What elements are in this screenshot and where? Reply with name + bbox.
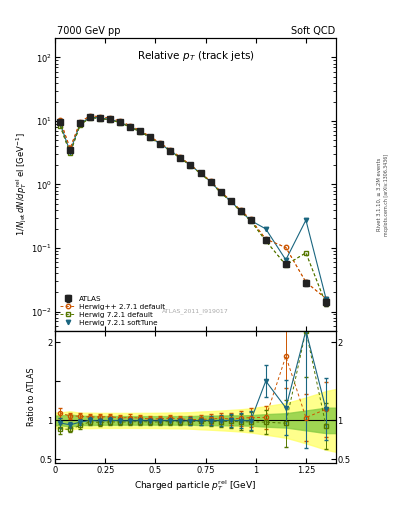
- Herwig 7.2.1 softTune: [178, 155, 183, 161]
- Herwig++ 2.7.1 default: [208, 178, 213, 184]
- Herwig 7.2.1 softTune: [188, 162, 193, 168]
- Legend: ATLAS, Herwig++ 2.7.1 default, Herwig 7.2.1 default, Herwig 7.2.1 softTune: ATLAS, Herwig++ 2.7.1 default, Herwig 7.…: [59, 294, 166, 327]
- Herwig 7.2.1 default: [148, 135, 153, 141]
- Herwig 7.2.1 default: [138, 129, 143, 135]
- Herwig 7.2.1 default: [198, 170, 203, 177]
- Herwig 7.2.1 softTune: [238, 208, 243, 214]
- Text: 7000 GeV pp: 7000 GeV pp: [57, 26, 121, 36]
- Herwig 7.2.1 softTune: [228, 198, 233, 204]
- Herwig 7.2.1 softTune: [108, 116, 112, 122]
- Herwig 7.2.1 default: [88, 115, 92, 121]
- Herwig 7.2.1 default: [218, 189, 223, 196]
- Line: Herwig 7.2.1 softTune: Herwig 7.2.1 softTune: [58, 115, 328, 301]
- Herwig++ 2.7.1 default: [188, 162, 193, 168]
- Herwig 7.2.1 softTune: [118, 119, 123, 125]
- Herwig++ 2.7.1 default: [128, 123, 133, 129]
- Herwig 7.2.1 default: [248, 218, 253, 224]
- Text: Relative $p_T$ (track jets): Relative $p_T$ (track jets): [137, 49, 254, 62]
- Herwig++ 2.7.1 default: [178, 154, 183, 160]
- Herwig 7.2.1 softTune: [323, 295, 328, 302]
- Herwig 7.2.1 default: [118, 120, 123, 126]
- Herwig 7.2.1 default: [283, 262, 288, 268]
- Herwig 7.2.1 softTune: [88, 114, 92, 120]
- Herwig 7.2.1 softTune: [98, 115, 103, 121]
- Herwig++ 2.7.1 default: [263, 236, 268, 242]
- Herwig 7.2.1 default: [98, 116, 103, 122]
- Herwig 7.2.1 default: [228, 198, 233, 204]
- Herwig++ 2.7.1 default: [218, 188, 223, 195]
- Herwig 7.2.1 softTune: [168, 147, 173, 154]
- Herwig++ 2.7.1 default: [158, 140, 163, 146]
- Herwig++ 2.7.1 default: [238, 207, 243, 214]
- Herwig++ 2.7.1 default: [138, 127, 143, 134]
- Text: Rivet 3.1.10, ≥ 3.2M events: Rivet 3.1.10, ≥ 3.2M events: [376, 158, 381, 231]
- Herwig++ 2.7.1 default: [118, 118, 123, 124]
- Herwig 7.2.1 default: [303, 250, 308, 256]
- Line: Herwig++ 2.7.1 default: Herwig++ 2.7.1 default: [58, 114, 328, 301]
- Herwig 7.2.1 softTune: [138, 129, 143, 135]
- Herwig 7.2.1 default: [158, 141, 163, 147]
- Herwig++ 2.7.1 default: [68, 145, 72, 152]
- Herwig 7.2.1 default: [263, 238, 268, 244]
- Herwig++ 2.7.1 default: [303, 279, 308, 285]
- Herwig 7.2.1 default: [128, 124, 133, 131]
- Herwig 7.2.1 softTune: [303, 217, 308, 223]
- Herwig++ 2.7.1 default: [198, 169, 203, 176]
- Text: ATLAS_2011_I919017: ATLAS_2011_I919017: [162, 309, 229, 314]
- Herwig 7.2.1 default: [108, 117, 112, 123]
- Herwig 7.2.1 softTune: [78, 121, 83, 127]
- Herwig 7.2.1 default: [188, 163, 193, 169]
- Herwig 7.2.1 softTune: [158, 141, 163, 147]
- Herwig++ 2.7.1 default: [98, 114, 103, 120]
- Herwig 7.2.1 softTune: [68, 148, 72, 155]
- Herwig++ 2.7.1 default: [283, 244, 288, 250]
- Y-axis label: $1/N_\mathrm{jet}\,dN/dp_T^\mathrm{rel}$ el [GeV$^{-1}$]: $1/N_\mathrm{jet}\,dN/dp_T^\mathrm{rel}$…: [14, 133, 29, 237]
- Herwig 7.2.1 default: [68, 150, 72, 156]
- Herwig 7.2.1 softTune: [198, 170, 203, 176]
- Herwig 7.2.1 softTune: [248, 218, 253, 224]
- Herwig 7.2.1 default: [323, 301, 328, 307]
- Herwig 7.2.1 softTune: [128, 124, 133, 130]
- Herwig 7.2.1 default: [208, 179, 213, 185]
- Herwig++ 2.7.1 default: [58, 117, 62, 123]
- Herwig 7.2.1 default: [168, 148, 173, 154]
- Herwig 7.2.1 default: [78, 122, 83, 128]
- Herwig++ 2.7.1 default: [228, 198, 233, 204]
- Herwig 7.2.1 softTune: [263, 226, 268, 232]
- Herwig 7.2.1 default: [178, 155, 183, 161]
- Herwig++ 2.7.1 default: [248, 217, 253, 223]
- Herwig++ 2.7.1 default: [323, 295, 328, 302]
- Herwig++ 2.7.1 default: [148, 134, 153, 140]
- Line: Herwig 7.2.1 default: Herwig 7.2.1 default: [58, 115, 328, 307]
- Text: Soft QCD: Soft QCD: [290, 26, 335, 36]
- Text: mcplots.cern.ch [arXiv:1306.3436]: mcplots.cern.ch [arXiv:1306.3436]: [384, 154, 389, 236]
- Herwig 7.2.1 softTune: [283, 257, 288, 263]
- Herwig 7.2.1 default: [58, 122, 62, 129]
- Herwig++ 2.7.1 default: [88, 113, 92, 119]
- Herwig 7.2.1 default: [238, 208, 243, 215]
- Herwig 7.2.1 softTune: [58, 120, 62, 126]
- Herwig++ 2.7.1 default: [168, 147, 173, 153]
- Herwig++ 2.7.1 default: [78, 119, 83, 125]
- Herwig 7.2.1 softTune: [208, 179, 213, 185]
- Herwig 7.2.1 softTune: [218, 189, 223, 196]
- Herwig 7.2.1 softTune: [148, 134, 153, 140]
- Y-axis label: Ratio to ATLAS: Ratio to ATLAS: [28, 368, 36, 426]
- X-axis label: Charged particle $p_T^\mathrm{rel}$ [GeV]: Charged particle $p_T^\mathrm{rel}$ [GeV…: [134, 478, 257, 493]
- Herwig++ 2.7.1 default: [108, 115, 112, 121]
